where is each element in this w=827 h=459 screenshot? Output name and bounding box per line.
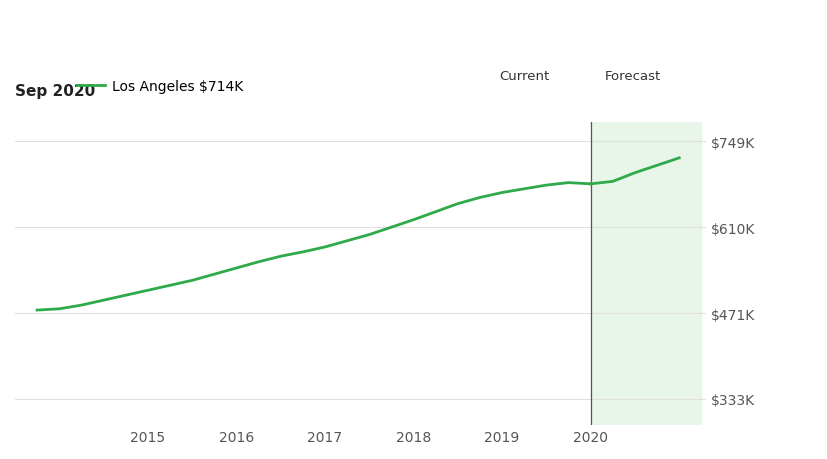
Bar <box>590 123 700 425</box>
Legend: Los Angeles $714K: Los Angeles $714K <box>77 80 243 94</box>
Text: Forecast: Forecast <box>604 70 660 83</box>
Text: Sep 2020: Sep 2020 <box>15 84 95 98</box>
Text: Current: Current <box>498 70 548 83</box>
